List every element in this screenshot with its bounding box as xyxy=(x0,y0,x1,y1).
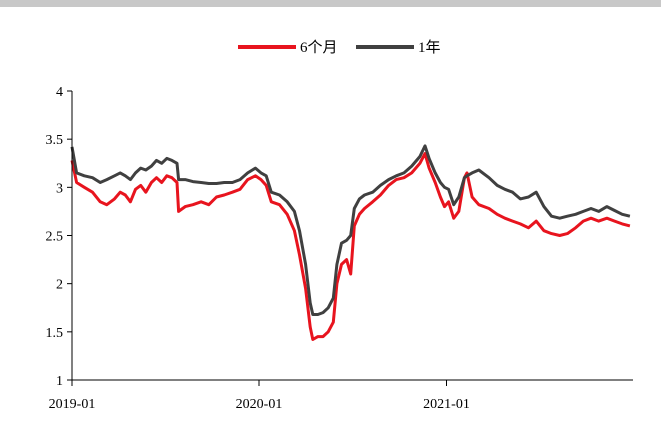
y-tick-label-1: 1.5 xyxy=(46,326,64,341)
y-tick-label-5: 3.5 xyxy=(46,133,64,148)
y-tick-label-4: 3 xyxy=(56,181,63,196)
x-tick-label-2: 2021-01 xyxy=(423,397,470,412)
y-tick-label-3: 2.5 xyxy=(46,230,64,245)
y-tick-label-6: 4 xyxy=(56,85,63,100)
legend-label-1: 1年 xyxy=(418,39,441,56)
top-border-bar xyxy=(0,0,661,7)
series-layer xyxy=(70,144,631,341)
x-tick-label-0: 2019-01 xyxy=(49,397,96,412)
y-tick-label-2: 2 xyxy=(56,278,63,293)
x-tick-label-1: 2020-01 xyxy=(236,397,283,412)
legend-label-0: 6个月 xyxy=(300,39,338,56)
series-line-1 xyxy=(70,144,631,316)
y-tick-label-0: 1 xyxy=(56,374,63,389)
series-line-0 xyxy=(70,152,631,341)
legend: 6个月 1年 xyxy=(238,39,441,56)
axes-layer: 1 1.5 2 2.5 3 3.5 4 2019-01 2020-01 2021-01 xyxy=(46,85,633,412)
